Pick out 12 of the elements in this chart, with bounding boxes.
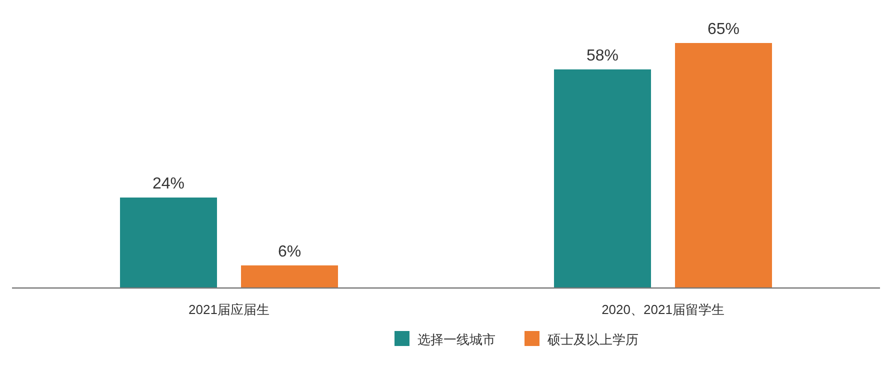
legend-label: 选择一线城市: [418, 332, 496, 347]
bar: [241, 265, 338, 288]
data-label: 58%: [586, 47, 619, 64]
x-tick-label: 2020、2021届留学生: [602, 302, 724, 317]
data-label: 24%: [152, 176, 185, 193]
bar: [675, 43, 772, 288]
x-tick-label: 2021届应届生: [188, 302, 270, 317]
bar: [554, 69, 651, 288]
legend-label: 硕士及以上学历: [546, 332, 638, 347]
data-label: 6%: [278, 243, 302, 260]
bar: [120, 198, 217, 288]
data-label: 65%: [707, 21, 740, 38]
